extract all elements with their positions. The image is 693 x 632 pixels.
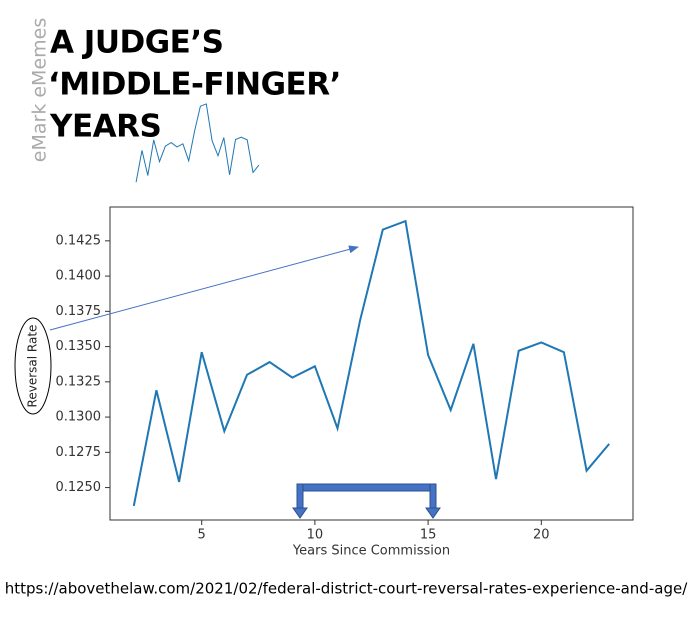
source-url: https://abovethelaw.com/2021/02/federal-… [5, 580, 688, 598]
x-tick-label: 20 [533, 528, 550, 543]
y-tick-label: 0.1350 [56, 339, 102, 354]
annotation-arrow [49, 245, 359, 331]
y-tick-label: 0.1400 [56, 269, 102, 284]
title-line: A JUDGE’S [50, 25, 223, 61]
y-tick-label: 0.1275 [56, 445, 102, 460]
x-tick-label: 15 [420, 528, 437, 543]
line [132, 219, 610, 507]
y-tick-label: 0.1325 [56, 374, 102, 389]
mini-line [135, 103, 260, 183]
y-tick-label: 0.1425 [56, 233, 102, 248]
x-tick-label: 10 [307, 528, 324, 543]
plot-frame [109, 206, 634, 521]
period-bracket [292, 483, 441, 519]
x-axis-label: Years Since Commission [292, 544, 450, 559]
title-line: ‘MIDDLE-FINGER’ [48, 67, 341, 103]
watermark: eMark eMemes [29, 18, 51, 162]
y-axis-label: Reversal Rate [26, 325, 40, 408]
y-tick-label: 0.1300 [56, 410, 102, 425]
y-tick-label: 0.1375 [56, 304, 102, 319]
y-tick-label: 0.1250 [56, 480, 102, 495]
label-circle [14, 317, 52, 415]
x-tick-label: 5 [198, 528, 206, 543]
title-line: YEARS [49, 109, 161, 145]
